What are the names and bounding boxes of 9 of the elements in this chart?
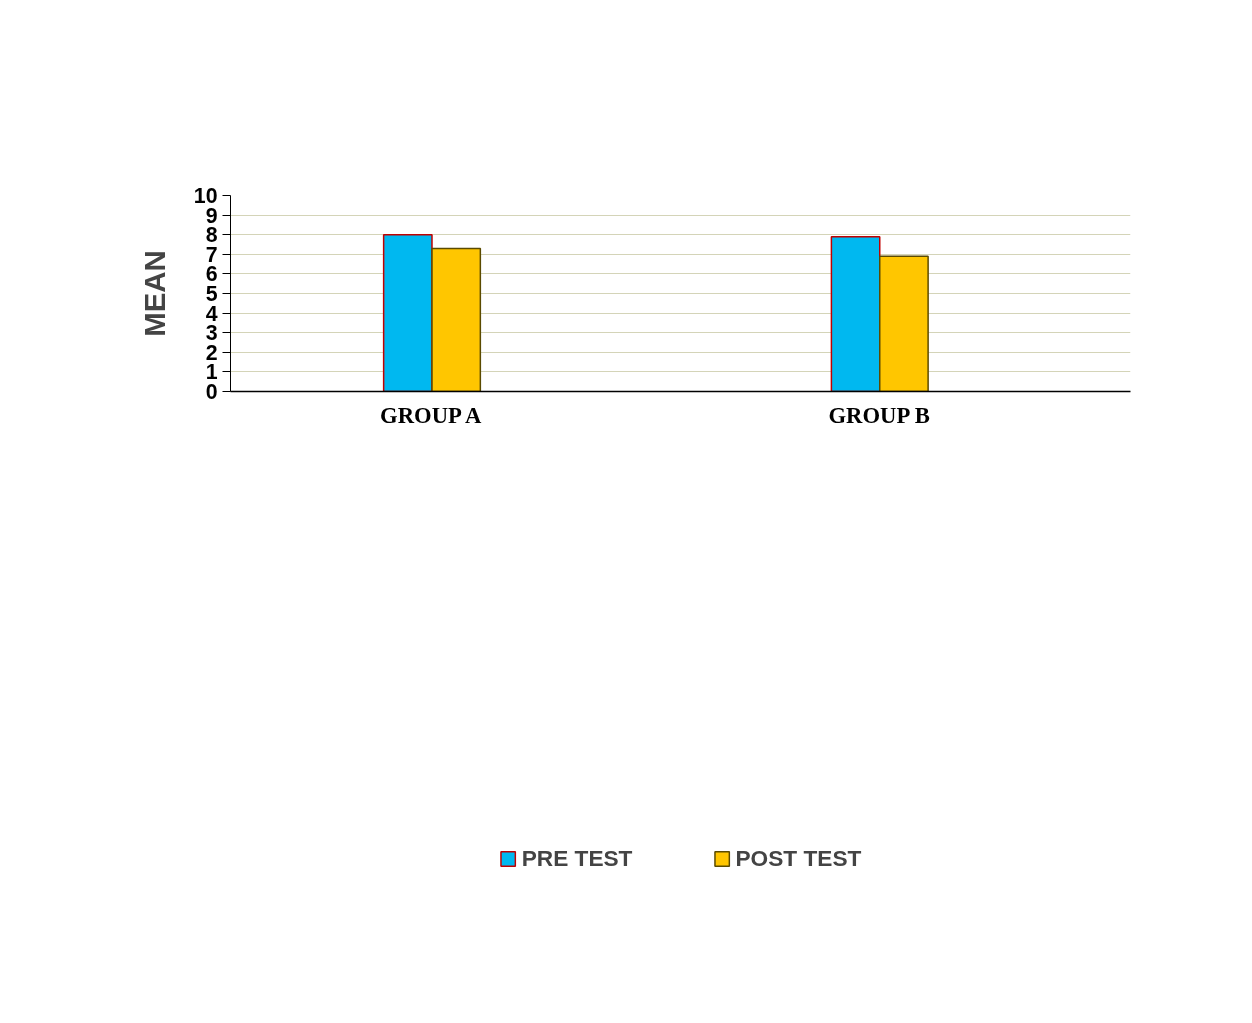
x-tick-label: GROUP B xyxy=(828,402,930,428)
y-axis-title: MEAN xyxy=(137,250,171,337)
legend-label: POST TEST xyxy=(735,844,862,872)
bar xyxy=(879,255,929,392)
bar xyxy=(382,233,433,392)
bar xyxy=(431,247,482,392)
legend-label: PRE TEST xyxy=(521,844,633,872)
bar xyxy=(830,235,881,392)
x-tick-label: GROUP A xyxy=(380,402,483,428)
